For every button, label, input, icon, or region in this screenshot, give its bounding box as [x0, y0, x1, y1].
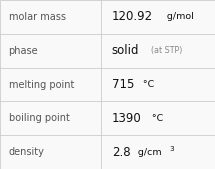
Text: °C: °C: [150, 114, 163, 123]
Text: g/mol: g/mol: [165, 12, 194, 21]
Text: melting point: melting point: [9, 79, 74, 90]
Text: density: density: [9, 147, 45, 157]
Text: 120.92: 120.92: [112, 10, 153, 23]
Text: g/cm: g/cm: [136, 148, 161, 157]
Text: phase: phase: [9, 46, 38, 56]
Text: 1390: 1390: [112, 112, 141, 125]
Text: 715: 715: [112, 78, 134, 91]
Text: boiling point: boiling point: [9, 113, 69, 123]
Text: solid: solid: [112, 44, 139, 57]
Text: 3: 3: [169, 146, 174, 152]
Text: 2.8: 2.8: [112, 146, 131, 159]
Text: molar mass: molar mass: [9, 12, 66, 22]
Text: (at STP): (at STP): [150, 46, 182, 55]
Text: °C: °C: [141, 80, 154, 89]
